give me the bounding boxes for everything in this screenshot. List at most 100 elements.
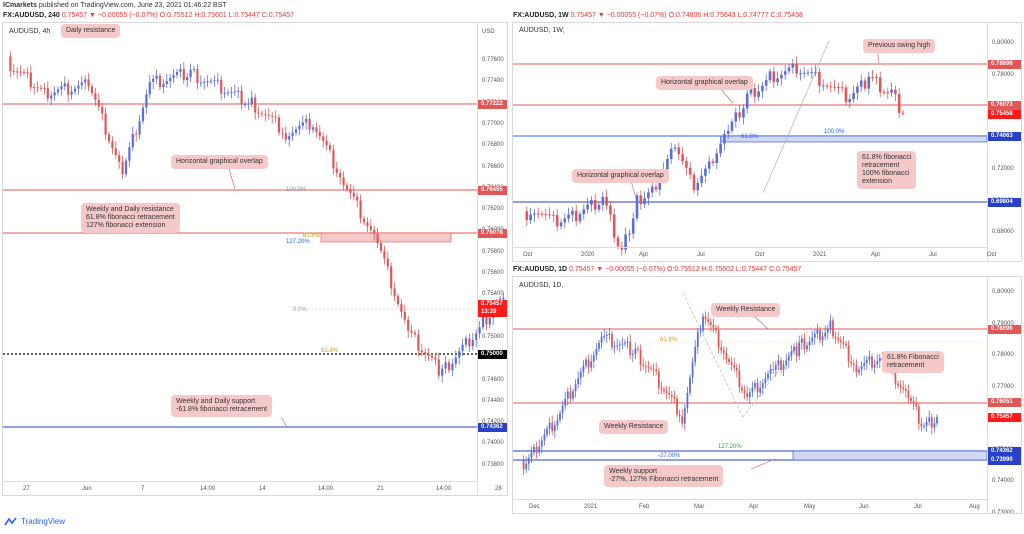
weekly-chart-panel[interactable]: AUDUSD, 1W, Previous swing high Horizont…: [512, 22, 1022, 262]
candle-body: [676, 398, 678, 415]
candle-body: [311, 127, 315, 130]
daily-time-axis[interactable]: Dec 2021 Feb Mar Apr May Jun Jul Aug: [513, 499, 987, 513]
fib-618b-label: 61.8%: [321, 348, 339, 354]
left-chart-canvas[interactable]: [3, 23, 508, 496]
daily-chart-canvas[interactable]: [513, 277, 1022, 514]
price-tick: 0.74200: [482, 419, 504, 425]
fib-127-label: 127.20%: [286, 239, 310, 245]
candle-body: [840, 87, 844, 89]
candle-body: [733, 364, 736, 368]
candle-body: [673, 147, 677, 149]
price-tick: 0.78000: [992, 71, 1014, 78]
candle-body: [878, 77, 882, 93]
candle-body: [650, 367, 652, 369]
candle-body: [114, 148, 117, 155]
weekly-price-axis[interactable]: 0.800000.780000.760000.740000.720000.700…: [987, 23, 1021, 261]
candle-body: [298, 125, 301, 130]
candle-body: [43, 88, 46, 89]
price-tick: 0.75800: [482, 248, 504, 255]
candle-body: [90, 86, 94, 94]
candle-body: [172, 74, 175, 78]
fib-100-label: 100.0%: [286, 187, 307, 193]
candle-body: [555, 215, 559, 227]
left-price-axis[interactable]: USD 0.776000.774000.772000.770000.768000…: [477, 23, 507, 495]
candle-body: [901, 112, 905, 114]
tradingview-footer[interactable]: TradingView: [4, 517, 65, 526]
candle-body: [726, 130, 730, 134]
candle-body: [19, 71, 22, 73]
candle-body: [704, 316, 707, 320]
candle-body: [907, 390, 910, 399]
time-tick: Apr: [749, 504, 759, 510]
candle-body: [393, 288, 396, 297]
candle-body: [845, 343, 847, 346]
candle-body: [441, 368, 444, 376]
candle-body: [700, 175, 703, 183]
daily-price-axis[interactable]: 0.800000.790000.780000.770000.760000.750…: [987, 277, 1021, 513]
candle-body: [145, 94, 148, 108]
candle-body: [803, 338, 806, 350]
price-tag: 0.74063: [988, 132, 1021, 141]
candle-body: [620, 246, 624, 250]
candle-body: [819, 329, 821, 341]
candle-body: [871, 76, 874, 78]
candle-body: [135, 133, 138, 135]
weekly-time-axis[interactable]: Oct 2020 Apr Jul Oct 2021 Apr Jul Oct: [513, 247, 996, 261]
candle-body: [175, 71, 179, 75]
candle-body: [464, 338, 468, 345]
candle-body: [67, 83, 70, 95]
candle-body: [665, 391, 668, 393]
time-tick: 28: [495, 486, 502, 492]
price-tag: 0.75457: [988, 413, 1021, 422]
left-chart-panel[interactable]: AUDUSD, 4h Daily resistance Horizontal g…: [2, 22, 508, 496]
daily-chart-panel[interactable]: AUDUSD, 1D, Weekly Resistance Weekly Res…: [512, 276, 1022, 514]
candle-body: [572, 391, 574, 399]
candle-body: [540, 440, 543, 447]
candle-body: [548, 422, 551, 429]
candle-body: [29, 72, 32, 88]
candle-body: [56, 89, 60, 93]
candle-body: [696, 183, 700, 191]
candle-body: [396, 296, 400, 305]
candle-body: [608, 334, 611, 335]
candle-body: [655, 369, 658, 372]
price-tick: 0.75600: [482, 270, 504, 276]
candle-body: [579, 371, 582, 379]
candle-body: [882, 92, 886, 94]
candle-body: [203, 81, 206, 83]
candle-body: [77, 85, 80, 89]
left-time-axis[interactable]: 27 Jun 7 14:00 14 14:00 21 14:00 28: [3, 481, 502, 495]
candle-body: [260, 113, 264, 115]
candle-body: [359, 200, 362, 219]
topright-ohlc: FX:AUDUSD, 1W 0.75457 ▼ −0.00055 (−0.07%…: [513, 12, 803, 19]
candle-body: [237, 90, 240, 92]
candle-body: [715, 153, 719, 163]
candle-body: [33, 87, 36, 89]
time-tick: Jun: [859, 504, 869, 510]
candle-body: [712, 324, 715, 328]
candle-body: [847, 345, 850, 362]
candle-body: [339, 172, 342, 178]
candle-body: [308, 118, 311, 130]
candle-body: [848, 99, 852, 103]
candle-body: [97, 99, 100, 107]
candle-body: [811, 337, 814, 342]
candle-body: [590, 361, 593, 368]
candle-body: [186, 77, 189, 81]
candle-body: [546, 428, 548, 435]
candle-body: [899, 385, 902, 388]
candle-body: [12, 71, 15, 72]
candle-body: [787, 355, 790, 361]
candle-body: [544, 214, 548, 216]
price-tag: 0.75458: [988, 110, 1021, 119]
weekly-chart-canvas[interactable]: [513, 23, 1022, 262]
candle-body: [837, 86, 840, 88]
candle-body: [650, 186, 654, 193]
candle-body: [842, 341, 845, 344]
candle-body: [743, 390, 746, 394]
candle-body: [772, 71, 776, 83]
candle-body: [761, 85, 764, 92]
candle-body: [101, 106, 104, 114]
time-tick: Apr: [871, 252, 881, 258]
candle-body: [691, 362, 694, 378]
